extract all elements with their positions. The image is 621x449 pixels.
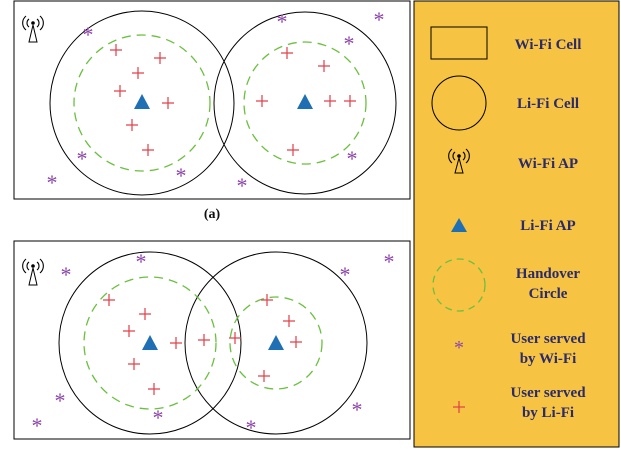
handover-circle-b2 [229,296,323,390]
legend-label-lifi-user-line1: User served [510,385,586,401]
wifi-user: * [136,249,147,274]
legend-label-wifi-ap: Wi-Fi AP [518,156,578,172]
lifi-user [344,95,356,107]
handover-circle-b1 [83,276,217,410]
wifi-user: * [61,262,72,287]
wifi-user: * [384,249,395,274]
lifi-user [283,315,295,327]
wifi-users-a: * * * * * * * * * [47,7,385,198]
wifi-ap-tower-icon [448,148,470,174]
lifi-user [126,119,138,131]
lifi-user [162,97,174,109]
legend-label-lifi-user-line2: by Li-Fi [522,405,574,421]
lifi-cell-b1 [58,251,242,435]
lifi-users-a [110,44,356,156]
wifi-user: * [277,9,288,34]
lifi-user [229,332,241,344]
legend-panel [413,0,620,448]
lifi-ap-a2 [297,94,313,109]
handover-dashed-circle-icon [432,258,486,312]
wifi-user: * [55,388,66,413]
lifi-user [261,294,273,306]
lifi-user [258,370,270,382]
lifi-cell-b2 [184,251,368,435]
lifi-user [132,67,144,79]
legend-label-lifi-cell: Li-Fi Cell [517,96,579,112]
lifi-user [128,358,140,370]
lifi-user [281,47,293,59]
lifi-ap-a1 [134,94,150,109]
wifi-user: * [32,413,43,438]
lifi-user [290,336,302,348]
wifi-user: * [237,173,248,198]
wifi-user: * [374,7,385,32]
scenario-panel-b: * * * * * * * * * [13,240,411,440]
plus-user-icon [453,401,465,413]
lifi-user [110,44,122,56]
wifi-user: * [77,146,88,171]
scenario-panel-a: * * * * * * * * * [13,0,411,200]
lifi-ap-b1 [142,335,158,350]
lifi-ap-triangle-icon [451,218,467,232]
lifi-user [103,294,115,306]
wifi-user: * [47,170,58,195]
lifi-user [324,95,336,107]
legend-label-handover-line2: Circle [529,286,568,302]
legend-label-lifi-ap: Li-Fi AP [520,218,575,234]
wifi-cell-rectangle-icon [430,26,488,60]
wifi-user: * [246,415,257,440]
wifi-ap-a [22,15,44,43]
wifi-user: * [344,31,355,56]
legend-items: Wi-Fi Cell Li-Fi Cell Wi-Fi AP Li-Fi AP … [430,26,586,421]
panel-label-a: (a) [204,207,221,222]
handover-circle-a2 [243,41,367,165]
asterisk-user-icon: * [454,337,464,359]
handover-circle-a1 [73,34,211,172]
wifi-user: * [153,405,164,430]
wifi-users-b: * * * * * * * * * [32,249,395,440]
lifi-cell-circle-icon [431,75,487,131]
lifi-users-b [103,294,302,395]
lifi-user [170,337,182,349]
wifi-cell-a [13,0,411,200]
lifi-user [114,85,126,97]
lifi-user [256,95,268,107]
lifi-user [198,334,210,346]
lifi-user [142,144,154,156]
lifi-user [154,52,166,64]
wifi-user: * [83,22,94,47]
lifi-user [148,383,160,395]
legend-label-handover-line1: Handover [516,266,581,282]
lifi-user [287,144,299,156]
lifi-cell-a2 [213,11,397,195]
wifi-ap-b [22,258,44,286]
legend-label-wifi-user-line1: User served [510,331,586,347]
lifi-user [318,60,330,72]
legend-label-wifi-cell: Wi-Fi Cell [515,37,582,53]
lifi-user [123,325,135,337]
wifi-user: * [340,262,351,287]
lifi-cell-a1 [49,10,235,196]
wifi-user: * [347,146,358,171]
legend-label-wifi-user-line2: by Wi-Fi [520,351,577,367]
wifi-user: * [176,163,187,188]
wifi-user: * [352,397,363,422]
lifi-user [139,308,151,320]
wifi-cell-b [13,240,411,440]
lifi-ap-b2 [268,335,284,350]
